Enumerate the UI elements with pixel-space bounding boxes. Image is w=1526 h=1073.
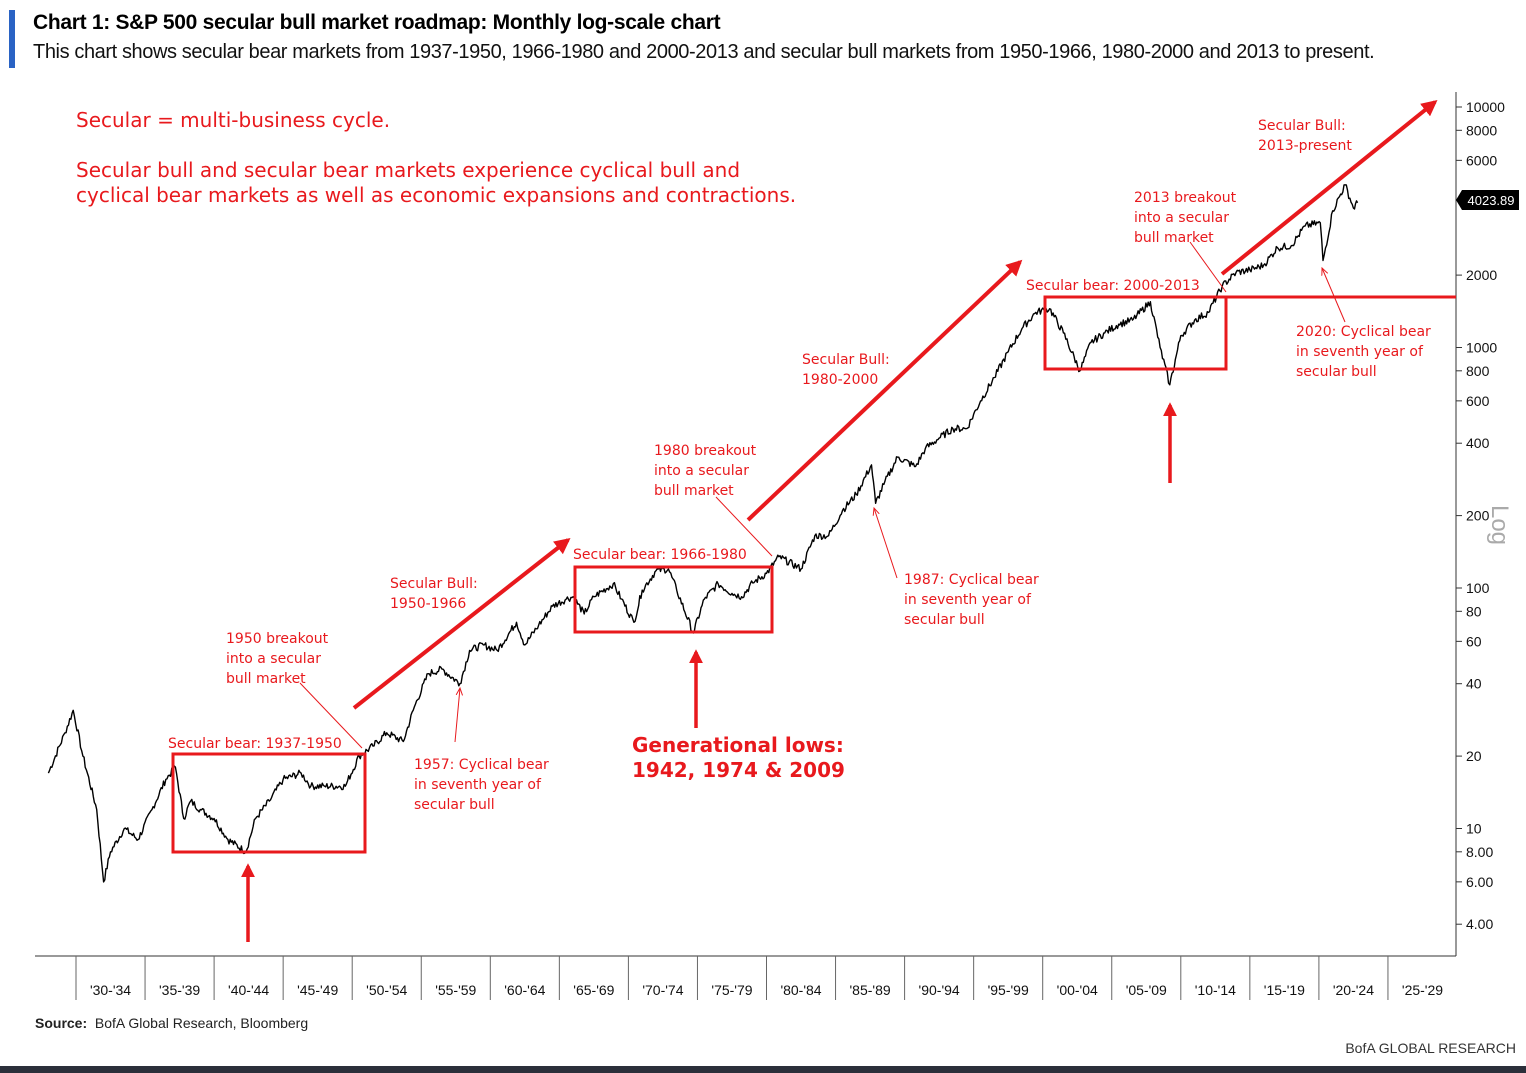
y-tick-label: 10	[1466, 821, 1482, 837]
label-cyc-2020-l2: in seventh year of	[1296, 344, 1424, 360]
label-bull-1980-l1: Secular Bull:	[802, 352, 890, 368]
label-generational-lows-l1: Generational lows:	[632, 733, 844, 757]
bear-box-2000	[1043, 295, 1228, 371]
y-tick-label: 100	[1466, 580, 1490, 596]
x-tick-label: '40-'44	[228, 982, 269, 998]
x-tick-label: '90-'94	[919, 982, 960, 998]
x-tick-label: '15-'19	[1264, 982, 1305, 998]
label-cyc-1957-l3: secular bull	[414, 797, 495, 813]
x-tick-label: '20-'24	[1333, 982, 1374, 998]
bottom-strip	[0, 1066, 1526, 1073]
label-bull-1950-l2: 1950-1966	[390, 596, 466, 612]
footer-brand: BofA GLOBAL RESEARCH	[1345, 1040, 1516, 1056]
x-tick-label: '35-'39	[159, 982, 200, 998]
x-tick-label: '25-'29	[1402, 982, 1443, 998]
y-tick-label: 8000	[1466, 122, 1497, 138]
y-tick-label: 600	[1466, 393, 1490, 409]
x-tick-label: '65-'69	[573, 982, 614, 998]
label-cyc-2020-l3: secular bull	[1296, 364, 1377, 380]
y-tick-label: 20	[1466, 748, 1482, 764]
y-tick-label: 10000	[1466, 99, 1505, 115]
pointer-breakout-2013	[1189, 241, 1227, 293]
pointer-cyc-2020	[1322, 268, 1346, 323]
title-accent-bar	[9, 10, 15, 68]
x-tick-label: '45-'49	[297, 982, 338, 998]
label-cyc-1957-l2: in seventh year of	[414, 777, 542, 793]
bull-arrow-1980	[746, 259, 1023, 522]
label-bull-2013-l2: 2013-present	[1258, 138, 1352, 154]
label-breakout-2013-l1: 2013 breakout	[1134, 190, 1237, 206]
y-tick-label: 200	[1466, 508, 1490, 524]
x-tick-label: '70-'74	[642, 982, 683, 998]
x-tick-label: '85-'89	[849, 982, 890, 998]
y-tick-label: 2000	[1466, 267, 1497, 283]
label-cyc-1987-l1: 1987: Cyclical bear	[904, 572, 1039, 588]
intro-line-1: Secular = multi-business cycle.	[76, 108, 390, 132]
intro-line-2b: cyclical bear markets as well as economi…	[76, 183, 796, 207]
chart-subtitle: This chart shows secular bear markets fr…	[33, 41, 1375, 63]
last-value-tag: 4023.89	[1456, 190, 1519, 210]
label-breakout-1980-l1: 1980 breakout	[654, 443, 757, 459]
bull-arrow-1950	[352, 538, 571, 710]
y-tick-label: 6000	[1466, 152, 1497, 168]
label-breakout-1950-l1: 1950 breakout	[226, 631, 329, 647]
y-tick-label: 40	[1466, 676, 1482, 692]
label-cyc-1987-l2: in seventh year of	[904, 592, 1032, 608]
label-breakout-1980-l2: into a secular	[654, 463, 749, 479]
y-tick-label: 800	[1466, 363, 1490, 379]
y-tick-label: 6.00	[1466, 874, 1493, 890]
source-text: BofA Global Research, Bloomberg	[94, 1015, 309, 1031]
label-cyc-1957-l1: 1957: Cyclical bear	[414, 757, 549, 773]
bull-arrow-2013	[1220, 99, 1438, 276]
x-tick-label: '75-'79	[711, 982, 752, 998]
x-tick-label: '05-'09	[1126, 982, 1167, 998]
label-bull-1980-l2: 1980-2000	[802, 372, 878, 388]
y-axis-ticks: 10000 8000 6000 2000 1000 800 600 400 200 100 80 60…	[1456, 99, 1505, 932]
y-tick-label: 1000	[1466, 340, 1497, 356]
y-tick-label: 60	[1466, 633, 1482, 649]
label-bull-2013-l1: Secular Bull:	[1258, 118, 1346, 134]
y-axis-label: Log	[1486, 505, 1513, 545]
source-note: Source: BofA Global Research, Bloomberg	[35, 1015, 308, 1031]
intro-line-2a: Secular bull and secular bear markets ex…	[76, 158, 740, 182]
chart-title: Chart 1: S&P 500 secular bull market roa…	[33, 11, 721, 34]
label-breakout-2013-l2: into a secular	[1134, 210, 1229, 226]
y-tick-label: 80	[1466, 603, 1482, 619]
label-bear-2000: Secular bear: 2000-2013	[1026, 278, 1200, 294]
y-tick-label: 400	[1466, 435, 1490, 451]
label-breakout-2013-l3: bull market	[1134, 230, 1214, 246]
x-tick-label: '30-'34	[90, 982, 131, 998]
label-breakout-1950-l2: into a secular	[226, 651, 321, 667]
label-bear-1966: Secular bear: 1966-1980	[573, 547, 747, 563]
x-tick-label: '50-'54	[366, 982, 407, 998]
label-bull-1950-l1: Secular Bull:	[390, 576, 478, 592]
y-tick-label: 8.00	[1466, 844, 1493, 860]
pointer-cyc-1957	[454, 688, 460, 743]
bear-box-1966	[573, 565, 774, 634]
x-axis-ticks: '30-'34 '35-'39 '40-'44 '45-'49 '50-'54 '55-'…	[75, 956, 1443, 1000]
x-tick-label: '55-'59	[435, 982, 476, 998]
x-tick-label: '10-'14	[1195, 982, 1236, 998]
y-tick-label: 4.00	[1466, 916, 1493, 932]
label-generational-lows-l2: 1942, 1974 & 2009	[632, 758, 845, 782]
x-tick-label: '00-'04	[1057, 982, 1098, 998]
x-tick-label: '95-'99	[988, 982, 1029, 998]
bear-box-1937	[171, 752, 367, 854]
last-value-text: 4023.89	[1468, 193, 1515, 208]
pointer-cyc-1987	[874, 508, 898, 579]
x-tick-label: '80-'84	[780, 982, 821, 998]
pointer-breakout-1980	[715, 496, 773, 557]
source-label: Source:	[35, 1015, 88, 1031]
sp500-series-line	[47, 184, 1359, 883]
x-tick-label: '60-'64	[504, 982, 545, 998]
label-bear-1937: Secular bear: 1937-1950	[168, 736, 342, 752]
label-breakout-1980-l3: bull market	[654, 483, 734, 499]
label-cyc-2020-l1: 2020: Cyclical bear	[1296, 324, 1431, 340]
pointer-breakout-1950	[299, 682, 363, 749]
label-breakout-1950-l3: bull market	[226, 671, 306, 687]
label-cyc-1987-l3: secular bull	[904, 612, 985, 628]
